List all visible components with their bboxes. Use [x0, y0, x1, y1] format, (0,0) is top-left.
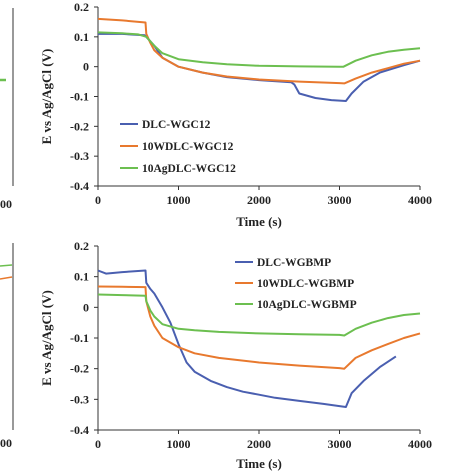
legend-label: 10AgDLC-WGC12: [142, 163, 236, 175]
y-tick-label: 0: [83, 300, 89, 314]
y-tick-label: 0.1: [74, 270, 89, 284]
y-tick-label: 0: [83, 60, 89, 74]
x-tick-label: 0: [95, 437, 101, 451]
x-axis-title: Time (s): [236, 456, 282, 471]
y-tick-label: -0.3: [70, 149, 89, 163]
left-partial-panel-top: 4000: [0, 8, 14, 211]
left-partial-xtick-top: 4000: [0, 197, 12, 211]
y-tick-label: -0.1: [70, 90, 89, 104]
legend-label: DLC-WGBMP: [257, 257, 331, 269]
series-line-10wdlc-wgc12: [97, 17, 421, 85]
y-tick-label: -0.2: [70, 362, 89, 376]
legend-label: 10WDLC-WGBMP: [257, 278, 354, 290]
y-tick-label: -0.1: [70, 331, 89, 345]
x-tick-label: 2000: [247, 193, 271, 207]
series-line-dlc-wgbmp: [97, 269, 397, 408]
y-tick-label: 0.1: [74, 30, 89, 44]
legend-label: 10AgDLC-WGBMP: [257, 299, 357, 311]
y-axis-title: E vs Ag/AgCl (V): [39, 290, 54, 386]
y-axis-title: E vs Ag/AgCl (V): [39, 49, 54, 145]
left-partial-trace-bottom-orange: [0, 276, 13, 280]
series-line-10agdlc-wgc12: [97, 31, 421, 68]
chart-wgbmp: 0.2 0.1 0 -0.1 -0.2 -0.3 -0.4 0 1000 2000 3000 4000…: [39, 239, 432, 471]
series-line-dlc-wgc12: [98, 32, 421, 102]
x-axis-title: Time (s): [236, 214, 282, 229]
y-tick-label: 0.2: [74, 239, 89, 253]
y-tick-label: 0.2: [74, 0, 89, 14]
left-partial-xtick-bottom: 4000: [0, 436, 12, 450]
series-line-10agdlc-wgbmp: [97, 293, 421, 337]
left-partial-trace-bottom-green: [0, 264, 13, 267]
x-tick-label: 3000: [328, 437, 352, 451]
x-tick-label: 1000: [167, 437, 191, 451]
y-tick-label: -0.4: [70, 179, 89, 193]
y-tick-label: -0.2: [70, 119, 89, 133]
x-tick-label: 2000: [247, 437, 271, 451]
x-tick-label: 4000: [408, 193, 432, 207]
left-partial-panel-bottom: 4000: [0, 243, 14, 450]
x-tick-label: 1000: [167, 193, 191, 207]
y-tick-label: -0.4: [70, 423, 89, 437]
x-tick-label: 4000: [408, 437, 432, 451]
legend-label: DLC-WGC12: [142, 119, 211, 131]
x-tick-label: 0: [95, 193, 101, 207]
y-tick-label: -0.3: [70, 392, 89, 406]
chart-wgc12: 0.2 0.1 0 -0.1 -0.2 -0.3 -0.4 0 1000 2000 3000 4000…: [39, 0, 432, 229]
x-tick-label: 3000: [328, 193, 352, 207]
legend-label: 10WDLC-WGC12: [142, 141, 234, 153]
